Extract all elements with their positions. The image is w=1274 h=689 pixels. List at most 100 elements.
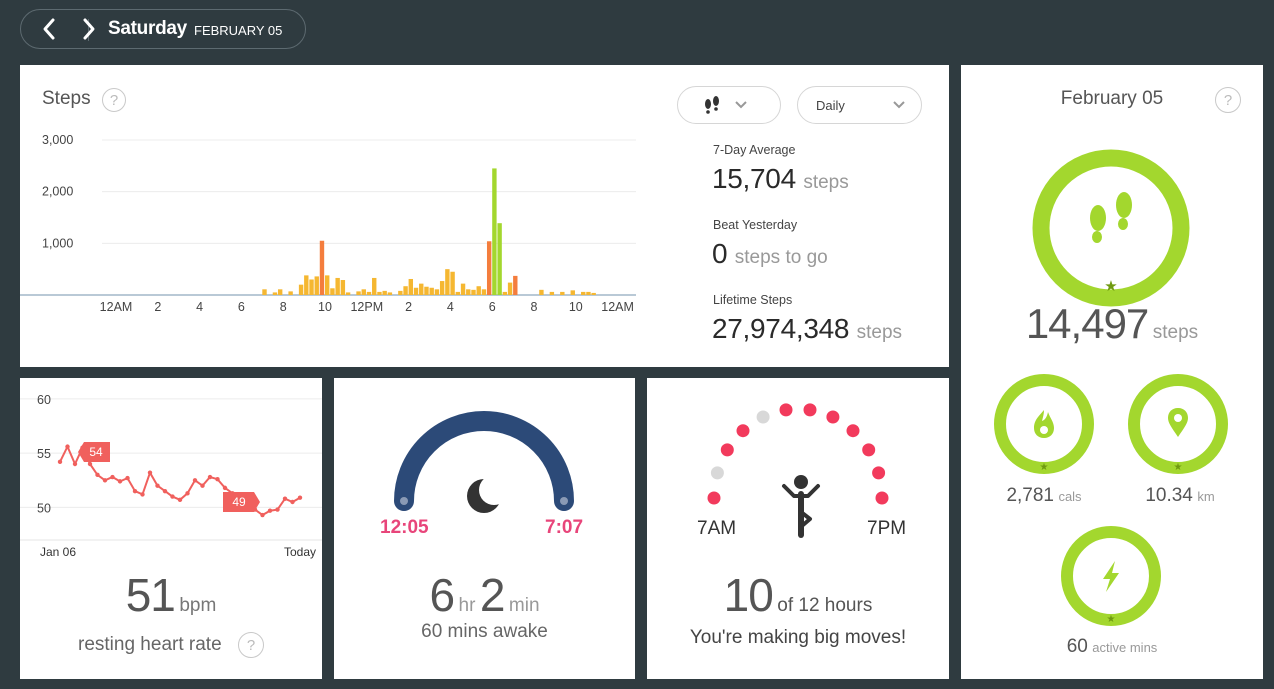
- seven-day-average-value: 15,704 steps: [712, 163, 849, 195]
- max-flag: 54: [78, 442, 110, 462]
- heart-rate-point: [185, 491, 190, 496]
- summary-distance-value: 10.34 km: [1097, 485, 1263, 507]
- step-bar[interactable]: [304, 275, 309, 295]
- step-bar[interactable]: [377, 291, 382, 295]
- heart-rate-point: [87, 461, 93, 467]
- step-bar[interactable]: [361, 289, 366, 295]
- x-tick-label: 6: [238, 300, 245, 314]
- step-bar[interactable]: [277, 289, 283, 295]
- step-bar[interactable]: [586, 291, 591, 295]
- range-dropdown[interactable]: Daily: [797, 86, 922, 124]
- step-bar[interactable]: [450, 271, 455, 295]
- month-date: FEBRUARY 05: [194, 23, 283, 38]
- step-bar[interactable]: [387, 292, 393, 295]
- sleep-awake-text: 60 mins awake: [421, 621, 548, 642]
- next-day-button[interactable]: [77, 17, 99, 41]
- heart-rate-point: [155, 483, 160, 488]
- step-bar[interactable]: [288, 291, 293, 295]
- step-bar[interactable]: [325, 275, 330, 295]
- help-icon: ?: [1223, 92, 1233, 109]
- heart-rate-point: [260, 512, 265, 518]
- active-minutes-goal-ring[interactable]: ★: [1059, 524, 1163, 628]
- x-tick-label: 12PM: [350, 300, 383, 314]
- step-bar[interactable]: [298, 284, 304, 295]
- summary-distance-unit: km: [1197, 489, 1215, 504]
- nav-divider: [88, 19, 89, 41]
- step-bar[interactable]: [366, 291, 372, 295]
- step-bar[interactable]: [471, 289, 476, 295]
- step-bar[interactable]: [497, 223, 502, 295]
- sleep-arc: [394, 411, 574, 511]
- heart-rate-point: [192, 478, 198, 483]
- step-bar[interactable]: [460, 283, 466, 295]
- step-bar[interactable]: [513, 275, 518, 295]
- step-bar[interactable]: [403, 286, 408, 295]
- hourly-end-label: 7PM: [867, 518, 907, 539]
- hourly-total-text: of 12 hours: [777, 595, 873, 616]
- step-bar[interactable]: [398, 290, 403, 295]
- step-bar[interactable]: [502, 291, 508, 295]
- sleep-hours: 6: [429, 569, 455, 621]
- x-tick-label: 12AM: [100, 300, 133, 314]
- distance-goal-ring[interactable]: ★: [1126, 372, 1230, 476]
- step-bar[interactable]: [319, 240, 325, 295]
- footprints-icon: [705, 96, 719, 114]
- step-bar[interactable]: [486, 241, 492, 295]
- previous-day-button[interactable]: [39, 17, 61, 41]
- step-bar[interactable]: [476, 286, 481, 295]
- step-bar[interactable]: [345, 292, 351, 295]
- y-tick-label: 2,000: [42, 185, 73, 199]
- min-flag-label: 49: [232, 495, 246, 509]
- steps-help-button[interactable]: ?: [102, 88, 126, 112]
- step-bar[interactable]: [340, 280, 346, 295]
- hourly-dot: [875, 491, 889, 505]
- step-bar[interactable]: [272, 292, 278, 295]
- step-bar[interactable]: [372, 277, 377, 295]
- step-bar[interactable]: [492, 168, 497, 295]
- heart-rate-help-button[interactable]: ?: [238, 632, 264, 658]
- hourly-activity-card[interactable]: 7AM 7PM 10 of 12 hours You're making big…: [647, 378, 949, 679]
- sleep-card[interactable]: 12:05 7:07 6 hr 2 min 60 mins awake: [334, 378, 635, 679]
- step-bar[interactable]: [581, 291, 586, 295]
- step-bar[interactable]: [591, 292, 596, 295]
- step-bar[interactable]: [429, 287, 434, 295]
- step-bar[interactable]: [413, 287, 419, 295]
- step-bar[interactable]: [570, 290, 575, 295]
- moon-icon: [467, 475, 509, 513]
- step-bar[interactable]: [455, 291, 461, 295]
- step-bar[interactable]: [539, 289, 544, 295]
- step-bar[interactable]: [434, 289, 440, 295]
- step-bar[interactable]: [356, 291, 361, 295]
- sleep-start-time: 12:05: [380, 517, 429, 538]
- min-flag: 49: [223, 492, 260, 512]
- step-bar[interactable]: [335, 277, 340, 295]
- step-bar[interactable]: [445, 269, 450, 295]
- heart-rate-card[interactable]: 60 55 50 54 49 Jan 06 Today 51 bpm resting…: [20, 378, 322, 679]
- x-tick-label: 8: [531, 300, 538, 314]
- summary-help-button[interactable]: ?: [1215, 87, 1241, 113]
- heart-rate-point: [207, 474, 213, 480]
- step-bar[interactable]: [439, 281, 445, 295]
- step-bar[interactable]: [309, 279, 314, 296]
- step-bar[interactable]: [560, 291, 565, 295]
- step-bar[interactable]: [330, 288, 335, 295]
- chevron-down-icon: [735, 101, 747, 109]
- hourly-dot: [710, 466, 724, 480]
- sleep-start-marker: [400, 497, 408, 505]
- hourly-dot: [736, 424, 750, 438]
- heart-rate-chart: 60 55 50 54 49: [20, 393, 322, 541]
- step-bar[interactable]: [419, 283, 424, 295]
- activity-type-dropdown[interactable]: [677, 86, 781, 124]
- step-bar[interactable]: [549, 291, 555, 295]
- step-bar[interactable]: [424, 286, 429, 295]
- step-bar[interactable]: [382, 290, 387, 295]
- step-bar[interactable]: [408, 278, 413, 295]
- calories-goal-ring[interactable]: ★: [992, 372, 1096, 476]
- step-bar[interactable]: [481, 289, 487, 295]
- step-bar[interactable]: [262, 289, 267, 295]
- step-bar[interactable]: [507, 282, 513, 295]
- step-bar[interactable]: [314, 276, 319, 295]
- sleep-end-marker: [560, 497, 568, 505]
- step-bar[interactable]: [466, 289, 471, 295]
- steps-goal-ring[interactable]: ★: [1031, 148, 1191, 308]
